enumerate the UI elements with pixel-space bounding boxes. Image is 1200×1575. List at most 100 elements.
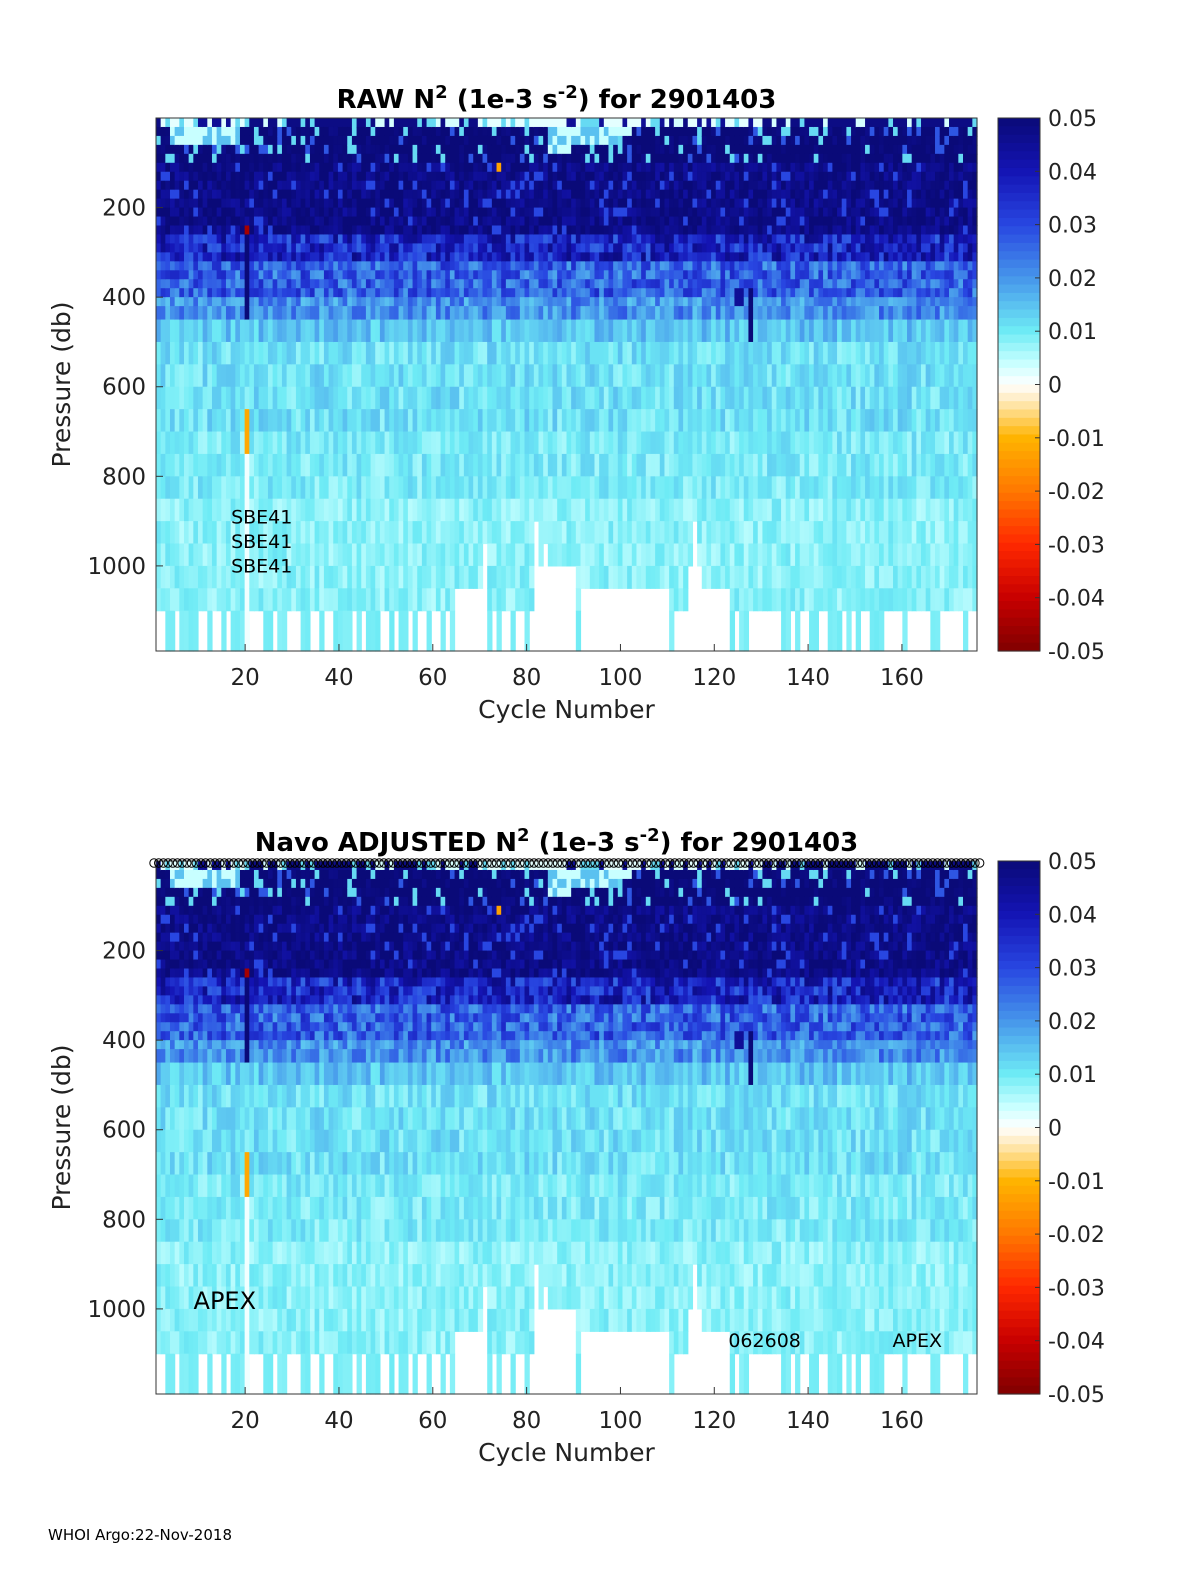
- heatmap-cell: [449, 319, 456, 343]
- heatmap-cell: [295, 306, 302, 321]
- heatmap-cell: [608, 409, 614, 433]
- heatmap-cell: [211, 565, 218, 589]
- heatmap-cell: [655, 180, 661, 191]
- heatmap-cell: [781, 198, 787, 209]
- heatmap-cell: [580, 319, 586, 343]
- heatmap-cell: [445, 288, 451, 298]
- heatmap-cell: [188, 588, 194, 612]
- heatmap-cell: [809, 610, 815, 652]
- heatmap-cell: [706, 234, 712, 245]
- heatmap-cell: [435, 261, 442, 271]
- heatmap-cell: [505, 306, 512, 321]
- heatmap-cell: [767, 498, 773, 522]
- heatmap-cell: [627, 565, 633, 589]
- heatmap-cell: [617, 207, 624, 218]
- heatmap-cell: [743, 144, 750, 155]
- heatmap-cell: [197, 588, 204, 612]
- heatmap-cell: [799, 234, 805, 245]
- heatmap-cell: [599, 153, 605, 164]
- heatmap-cell: [263, 207, 269, 218]
- heatmap-cell: [561, 543, 568, 567]
- heatmap-cell: [412, 610, 418, 652]
- heatmap-cell: [426, 189, 432, 200]
- heatmap-cell: [645, 319, 652, 343]
- heatmap-cell: [659, 180, 666, 191]
- heatmap-cell: [650, 319, 656, 343]
- heatmap-cell: [645, 216, 652, 227]
- heatmap-cell: [361, 180, 367, 191]
- heatmap-cell: [445, 198, 451, 209]
- heatmap-cell: [216, 431, 222, 455]
- heatmap-cell: [785, 207, 791, 218]
- heatmap-cell: [771, 565, 778, 589]
- heatmap-cell: [645, 189, 652, 200]
- heatmap-cell: [463, 135, 470, 146]
- heatmap-cell: [753, 386, 759, 410]
- heatmap-cell: [328, 543, 334, 567]
- heatmap-cell: [272, 386, 278, 410]
- heatmap-cell: [295, 288, 302, 298]
- heatmap-cell: [753, 431, 759, 455]
- heatmap-cell: [291, 171, 297, 182]
- heatmap-cell: [533, 207, 540, 218]
- heatmap-cell: [785, 180, 791, 191]
- heatmap-cell: [804, 288, 810, 298]
- heatmap-cell: [235, 610, 241, 652]
- heatmap-cell: [188, 341, 194, 365]
- heatmap-cell: [599, 270, 605, 280]
- heatmap-cell: [249, 386, 255, 410]
- heatmap-cell: [188, 431, 194, 455]
- heatmap-cell: [188, 189, 194, 200]
- heatmap-cell: [519, 225, 526, 236]
- heatmap-cell: [156, 180, 162, 191]
- heatmap-cell: [263, 565, 269, 589]
- heatmap-cell: [277, 153, 283, 164]
- heatmap-cell: [169, 144, 176, 155]
- heatmap-cell: [417, 409, 423, 433]
- heatmap-cell: [421, 409, 428, 433]
- heatmap-cell: [734, 126, 740, 137]
- heatmap-cell: [743, 279, 750, 289]
- heatmap-cell: [715, 476, 722, 500]
- heatmap-cell: [748, 453, 754, 477]
- heatmap-cell: [337, 409, 344, 433]
- heatmap-cell: [169, 588, 176, 612]
- heatmap-cell: [804, 153, 810, 164]
- heatmap-cell: [809, 386, 815, 410]
- heatmap-cell: [753, 261, 759, 271]
- heatmap-cell: [711, 453, 717, 477]
- heatmap-cell: [510, 610, 516, 652]
- heatmap-cell: [589, 118, 596, 128]
- heatmap-cell: [557, 386, 563, 410]
- heatmap-cell: [188, 306, 194, 321]
- heatmap-cell: [179, 297, 185, 307]
- heatmap-cell: [636, 252, 642, 262]
- heatmap-cell: [627, 207, 633, 218]
- heatmap-cell: [356, 279, 362, 289]
- heatmap-cell: [669, 279, 675, 289]
- heatmap-cell: [365, 588, 372, 612]
- heatmap-cell: [524, 476, 530, 500]
- heatmap-cell: [319, 261, 325, 271]
- heatmap-cell: [547, 319, 554, 343]
- heatmap-cell: [365, 261, 372, 271]
- heatmap-cell: [487, 135, 493, 146]
- heatmap-cell: [197, 270, 204, 280]
- heatmap-cell: [314, 225, 320, 236]
- heatmap-cell: [225, 364, 232, 388]
- heatmap-cell: [412, 135, 418, 146]
- heatmap-cell: [272, 319, 278, 343]
- heatmap-cell: [239, 261, 246, 271]
- heatmap-cell: [351, 261, 358, 271]
- heatmap-cell: [706, 207, 712, 218]
- heatmap-cell: [249, 319, 255, 343]
- heatmap-cell: [314, 306, 320, 321]
- heatmap-cell: [599, 118, 605, 128]
- heatmap-cell: [706, 279, 712, 289]
- heatmap-cell: [561, 243, 568, 253]
- heatmap-cell: [585, 319, 591, 343]
- heatmap-cell: [300, 118, 306, 128]
- heatmap-cell: [711, 153, 717, 164]
- heatmap-cell: [781, 288, 787, 298]
- heatmap-cell: [384, 306, 390, 321]
